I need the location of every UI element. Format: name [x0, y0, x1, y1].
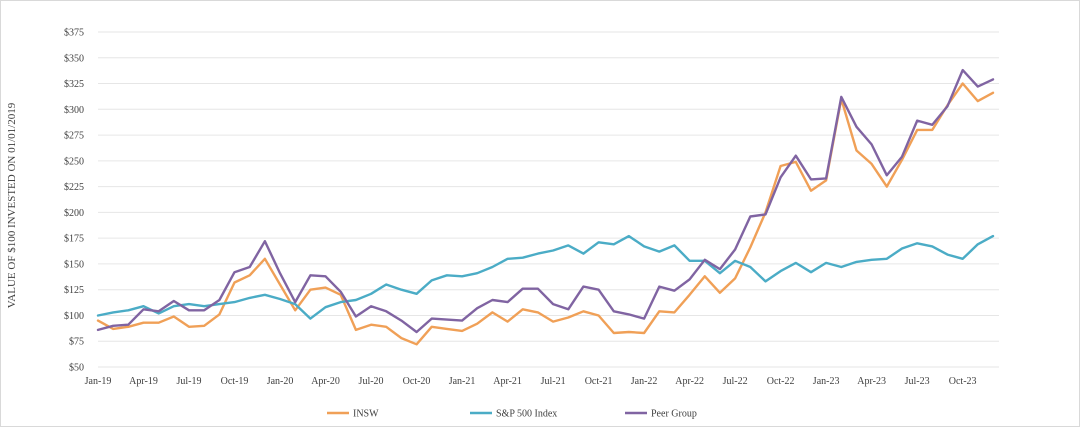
x-tick-label: Apr-19	[129, 376, 158, 387]
x-tick-label: Oct-19	[221, 376, 249, 387]
series-line-insw	[96, 82, 995, 346]
y-tick-label: $200	[64, 208, 84, 219]
y-tick-label: $250	[64, 156, 84, 167]
x-tick-label: Jan-21	[449, 376, 476, 387]
y-tick-label: $350	[64, 53, 84, 64]
y-tick-label: $75	[69, 337, 84, 348]
x-tick-label: Oct-23	[949, 376, 977, 387]
x-tick-label: Jul-22	[723, 376, 748, 387]
x-tick-label: Jul-21	[541, 376, 566, 387]
x-tick-label: Apr-21	[493, 376, 522, 387]
series-line-peer-group	[96, 68, 995, 334]
x-tick-label: Oct-20	[403, 376, 431, 387]
x-tick-label: Apr-22	[675, 376, 704, 387]
y-axis-title: VALUE OF $100 INVESTED ON 01/01/2019	[6, 102, 18, 308]
x-tick-label: Apr-23	[857, 376, 886, 387]
y-tick-label: $375	[64, 28, 84, 39]
x-tick-label: Jan-20	[267, 376, 294, 387]
y-tick-label: $225	[64, 182, 84, 193]
legend-label: S&P 500 Index	[496, 409, 557, 420]
x-tick-label: Apr-20	[311, 376, 340, 387]
series-line-s-p-500-index	[96, 234, 995, 320]
y-tick-label: $325	[64, 79, 84, 90]
y-tick-label: $125	[64, 285, 84, 296]
x-tick-label: Oct-21	[585, 376, 613, 387]
y-tick-label: $150	[64, 259, 84, 270]
series-lines	[96, 68, 995, 346]
y-tick-label: $50	[69, 363, 84, 374]
y-axis-ticks: $50 $75 $100 $125 $150 $175 $200 $225 $250 $275 $3…	[64, 28, 84, 374]
legend-label: Peer Group	[651, 409, 697, 420]
y-tick-label: $100	[64, 311, 84, 322]
y-tick-label: $175	[64, 234, 84, 245]
legend-label: INSW	[353, 409, 379, 420]
x-axis-ticks: Jan-19 Apr-19 Jul-19 Oct-19 Jan-20 Apr-20 Jul-…	[85, 376, 977, 387]
x-tick-label: Jul-19	[177, 376, 202, 387]
x-tick-label: Jan-23	[813, 376, 840, 387]
x-tick-label: Oct-22	[767, 376, 795, 387]
x-tick-label: Jul-23	[905, 376, 930, 387]
legend: INSW S&P 500 Index Peer Group	[327, 409, 697, 420]
gridlines	[98, 31, 999, 368]
x-tick-label: Jul-20	[359, 376, 384, 387]
x-tick-label: Jan-19	[85, 376, 112, 387]
y-tick-label: $300	[64, 105, 84, 116]
y-tick-label: $275	[64, 131, 84, 142]
x-tick-label: Jan-22	[631, 376, 658, 387]
